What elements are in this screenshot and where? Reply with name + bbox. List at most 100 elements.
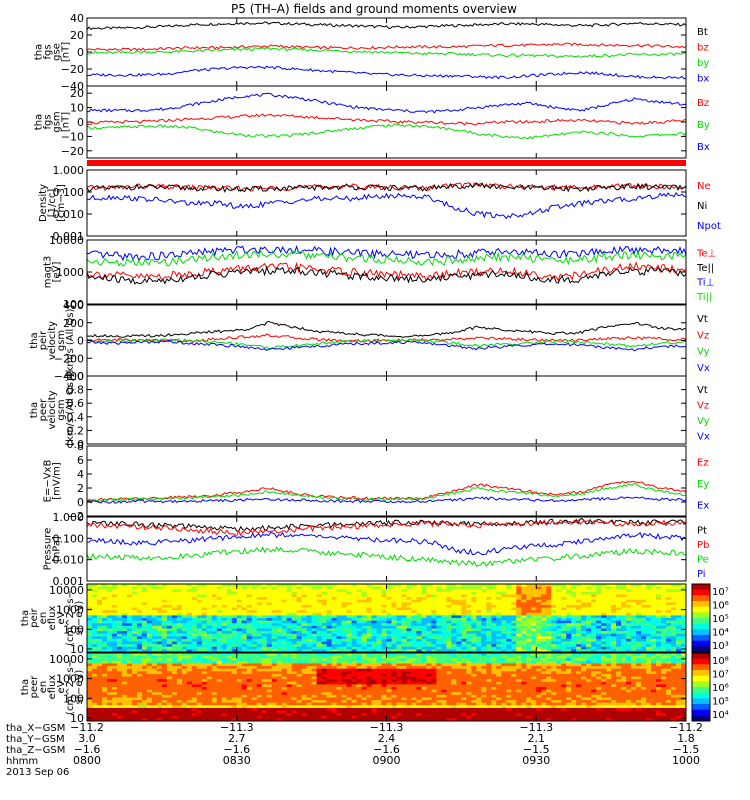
spectrogram-cell — [246, 633, 253, 637]
series-line-by — [86, 46, 686, 58]
spectrogram-cell — [156, 700, 163, 704]
spectrogram-cell — [276, 631, 283, 635]
spectrogram-cell — [261, 705, 268, 709]
spectrogram-cell — [206, 591, 213, 595]
spectrogram-cell — [181, 653, 188, 657]
spectrogram-cell — [176, 586, 183, 590]
spectrogram-cell — [566, 586, 572, 590]
spectrogram-cell — [116, 618, 123, 622]
spectrogram-cell — [286, 607, 293, 611]
colorbar-segment — [692, 606, 710, 613]
spectrogram-cell — [156, 718, 163, 722]
spectrogram-cell — [536, 625, 542, 629]
spectrogram-cell — [371, 597, 377, 601]
spectrogram-cell — [386, 610, 392, 614]
spectrogram-cell — [201, 689, 208, 693]
spectrogram-cell — [171, 702, 178, 706]
spectrogram-cell — [551, 631, 557, 635]
spectrogram-cell — [596, 599, 602, 603]
spectrogram-cell — [626, 649, 632, 653]
spectrogram-cell — [251, 684, 258, 688]
spectrogram-cell — [231, 641, 238, 645]
spectrogram-cell — [436, 633, 442, 637]
spectrogram-cell — [91, 689, 98, 693]
spectrogram-cell — [291, 623, 298, 627]
spectrogram-cell — [416, 636, 422, 640]
spectrogram-cell — [511, 633, 517, 637]
spectrogram-cell — [106, 589, 113, 593]
spectrogram-cell — [681, 610, 687, 614]
spectrogram-cell — [526, 618, 532, 622]
spectrogram-cell — [521, 584, 527, 588]
spectrogram-cell — [266, 713, 273, 717]
spectrogram-cell — [431, 604, 437, 608]
y-tick-label: 0.100 — [53, 186, 85, 199]
spectrogram-cell — [321, 700, 327, 704]
spectrogram-cell — [271, 660, 278, 664]
spectrogram-cell — [546, 631, 552, 635]
spectrogram-cell — [241, 679, 248, 683]
spectrogram-cell — [611, 641, 617, 645]
spectrogram-cell — [281, 610, 288, 614]
spectrogram-cell — [461, 615, 467, 619]
spectrogram-cell — [141, 666, 148, 670]
spectrogram-cell — [171, 638, 178, 642]
spectrogram-cell — [411, 638, 417, 642]
spectrogram-cell — [346, 584, 352, 588]
spectrogram-cell — [176, 653, 183, 657]
spectrogram-cell — [121, 713, 128, 717]
spectrogram-cell — [311, 715, 318, 719]
spectrogram-cell — [376, 681, 382, 685]
spectrogram-cell — [536, 607, 542, 611]
spectrogram-cell — [231, 604, 238, 608]
spectrogram-cell — [251, 602, 258, 606]
spectrogram-cell — [271, 618, 278, 622]
spectrogram-cell — [311, 615, 318, 619]
y-tick-label: 0.8 — [67, 384, 85, 397]
spectrogram-cell — [476, 628, 482, 632]
spectrogram-cell — [181, 641, 188, 645]
spectrogram-cell — [101, 658, 108, 662]
spectrogram-cell — [166, 597, 173, 601]
spectrogram-cell — [191, 666, 198, 670]
spectrogram-cell — [211, 612, 218, 616]
spectrogram-cell — [296, 604, 303, 608]
spectrogram-cell — [87, 658, 93, 662]
spectrogram-cell — [676, 620, 682, 624]
panel-frame — [86, 445, 687, 517]
spectrogram-cell — [406, 625, 412, 629]
spectrogram-cell — [556, 591, 562, 595]
y-tick-label: −10 — [61, 130, 84, 143]
spectrogram-cell — [131, 653, 138, 657]
spectrogram-cell — [436, 636, 442, 640]
spectrogram-cell — [611, 633, 617, 637]
spectrogram-cell — [136, 668, 143, 672]
spectrogram-cell — [141, 687, 148, 691]
spectrogram-cell — [246, 615, 253, 619]
spectrogram-cell — [226, 679, 233, 683]
spectrogram-cell — [286, 660, 293, 664]
spectrogram-cell — [191, 649, 198, 653]
spectrogram-cell — [496, 604, 502, 608]
spectrogram-cell — [681, 618, 687, 622]
spectrogram-cell — [261, 625, 268, 629]
spectrogram-cell — [416, 618, 422, 622]
spectrogram-cell — [396, 586, 402, 590]
spectrogram-cell — [291, 584, 298, 588]
spectrogram-cell — [331, 636, 337, 640]
spectrogram-cell — [606, 586, 612, 590]
spectrogram-cell — [656, 589, 662, 593]
spectrogram-cell — [251, 638, 258, 642]
spectrogram-cell — [401, 623, 407, 627]
spectrogram-cell — [301, 641, 308, 645]
spectrogram-cell — [106, 604, 113, 608]
spectrogram-cell — [311, 707, 318, 711]
spectrogram-cell — [571, 615, 577, 619]
spectrogram-cell — [431, 638, 437, 642]
spectrogram-cell — [201, 631, 208, 635]
spectrogram-cell — [171, 597, 178, 601]
spectrogram-cell — [656, 604, 662, 608]
spectrogram-cell — [236, 718, 243, 722]
spectrogram-cell — [496, 594, 502, 598]
spectrogram-cell — [631, 604, 637, 608]
